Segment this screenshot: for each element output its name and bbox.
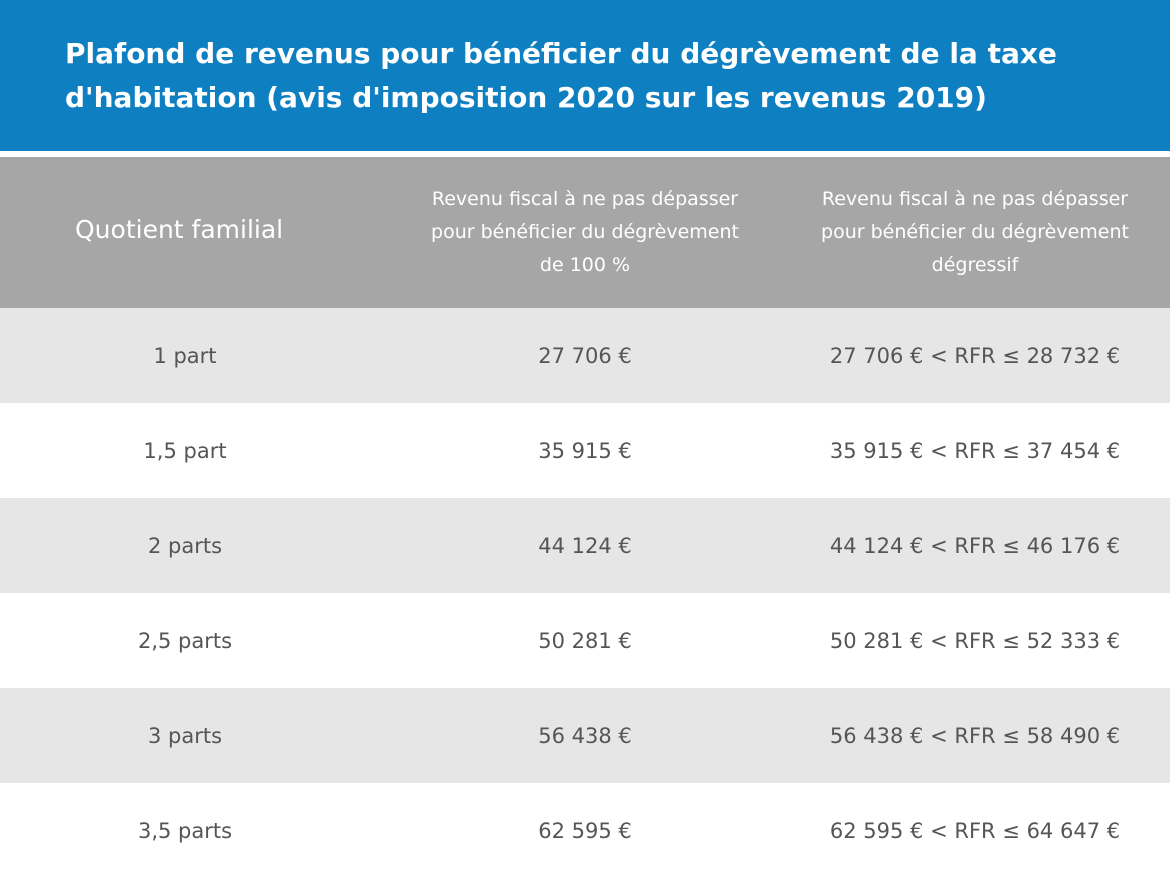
table-row: 1,5 part 35 915 € 35 915 € < RFR ≤ 37 454 … — [0, 403, 1170, 498]
table-cell: 3 parts — [147, 723, 223, 748]
table-cell: 62 595 € < RFR ≤ 64 647 € — [829, 818, 1121, 843]
table-cell: 35 915 € — [538, 438, 632, 463]
table-cell: 2,5 parts — [137, 628, 233, 653]
table-cell: 44 124 € — [538, 533, 632, 558]
table-cell: 2 parts — [147, 533, 223, 558]
header-banner: Plafond de revenus pour bénéficier du dé… — [0, 0, 1170, 151]
table-row: 3 parts 56 438 € 56 438 € < RFR ≤ 58 490 € — [0, 688, 1170, 783]
table-cell: 1 part — [153, 343, 217, 368]
table-cell: 56 438 € < RFR ≤ 58 490 € — [829, 723, 1121, 748]
table-row: 2,5 parts 50 281 € 50 281 € < RFR ≤ 52 333… — [0, 593, 1170, 688]
table-row: 1 part 27 706 € 27 706 € < RFR ≤ 28 732 € — [0, 308, 1170, 403]
table-row: 2 parts 44 124 € 44 124 € < RFR ≤ 46 176 € — [0, 498, 1170, 593]
column-header: Quotient familial — [75, 215, 284, 244]
table-cell: 3,5 parts — [137, 818, 233, 843]
table-cell: 50 281 € < RFR ≤ 52 333 € — [829, 628, 1121, 653]
table-cell: 62 595 € — [538, 818, 632, 843]
table-cell: 44 124 € < RFR ≤ 46 176 € — [829, 533, 1121, 558]
table-cell: 35 915 € < RFR ≤ 37 454 € — [829, 438, 1121, 463]
table-cell: 56 438 € — [538, 723, 632, 748]
column-header: Revenu fiscal à ne pas dépasser pour bén… — [821, 188, 1129, 276]
table-cell: 27 706 € < RFR ≤ 28 732 € — [829, 343, 1121, 368]
table-cell: 50 281 € — [538, 628, 632, 653]
table-cell: 1,5 part — [143, 438, 227, 463]
table-cell: 27 706 € — [538, 343, 632, 368]
table: Quotient familial Revenu fiscal à ne pas… — [0, 157, 1170, 878]
table-header: Quotient familial Revenu fiscal à ne pas… — [0, 157, 1170, 308]
table-row: 3,5 parts 62 595 € 62 595 € < RFR ≤ 64 647… — [0, 783, 1170, 878]
title: Plafond de revenus pour bénéficier du dé… — [65, 37, 1057, 114]
column-header: Revenu fiscal à ne pas dépasser pour bén… — [431, 188, 739, 276]
